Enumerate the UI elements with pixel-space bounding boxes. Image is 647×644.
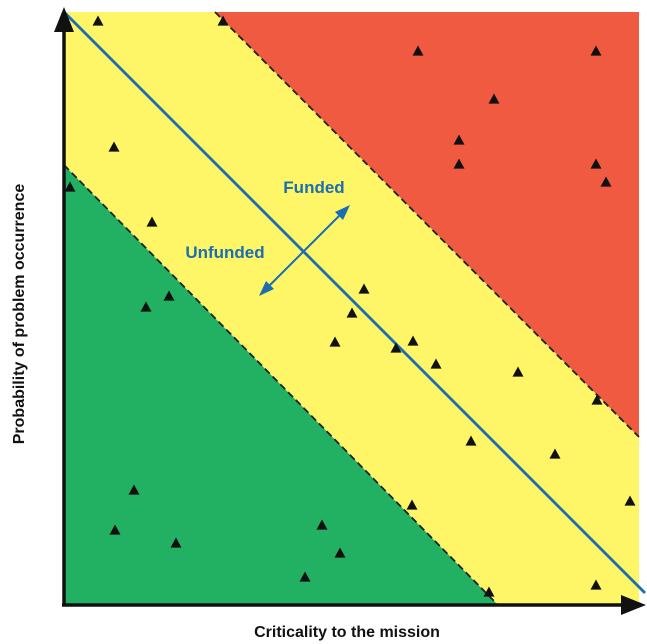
triangle-marker-icon [465, 435, 477, 446]
triangle-marker-icon [109, 524, 121, 535]
marker-group [64, 15, 636, 597]
triangle-marker-icon [488, 93, 500, 104]
funded-label: Funded [283, 178, 344, 197]
y-axis-arrowhead-icon [54, 7, 74, 32]
upper-zone-border [214, 11, 640, 438]
x-axis-label: Criticality to the mission [254, 624, 440, 641]
triangle-marker-icon [549, 448, 561, 459]
triangle-marker-icon [390, 342, 402, 353]
triangle-marker-icon [453, 134, 465, 145]
triangle-marker-icon [512, 366, 524, 377]
triangle-marker-icon [128, 484, 140, 495]
triangle-marker-icon [64, 181, 76, 192]
triangle-marker-icon [591, 394, 603, 405]
triangle-marker-icon [624, 495, 636, 506]
triangle-marker-icon [600, 176, 612, 187]
triangle-marker-icon [329, 336, 341, 347]
x-axis-arrowhead-icon [621, 595, 646, 615]
funding-divider-line [63, 11, 646, 594]
triangle-marker-icon [146, 216, 158, 227]
triangle-marker-icon [590, 45, 602, 56]
double-headed-arrow-icon [259, 205, 350, 296]
unfunded-label: Unfunded [185, 243, 264, 262]
triangle-marker-icon [217, 15, 229, 26]
triangle-marker-icon [483, 586, 495, 597]
triangle-marker-icon [407, 335, 419, 346]
triangle-marker-icon [358, 283, 370, 294]
triangle-marker-icon [170, 537, 182, 548]
triangle-marker-icon [92, 15, 104, 26]
y-axis-label: Probability of problem occurrence [11, 184, 28, 445]
triangle-marker-icon [412, 45, 424, 56]
triangle-marker-icon [108, 141, 120, 152]
triangle-marker-icon [346, 307, 358, 318]
triangle-marker-icon [430, 358, 442, 369]
triangle-marker-icon [334, 547, 346, 558]
triangle-marker-icon [163, 290, 175, 301]
axes [54, 7, 646, 615]
triangle-marker-icon [453, 158, 465, 169]
triangle-marker-icon [590, 579, 602, 590]
triangle-marker-icon [316, 519, 328, 530]
triangle-marker-icon [406, 499, 418, 510]
triangle-marker-icon [140, 301, 152, 312]
lower-zone-border [63, 164, 499, 606]
triangle-marker-icon [299, 571, 311, 582]
triangle-marker-icon [590, 158, 602, 169]
